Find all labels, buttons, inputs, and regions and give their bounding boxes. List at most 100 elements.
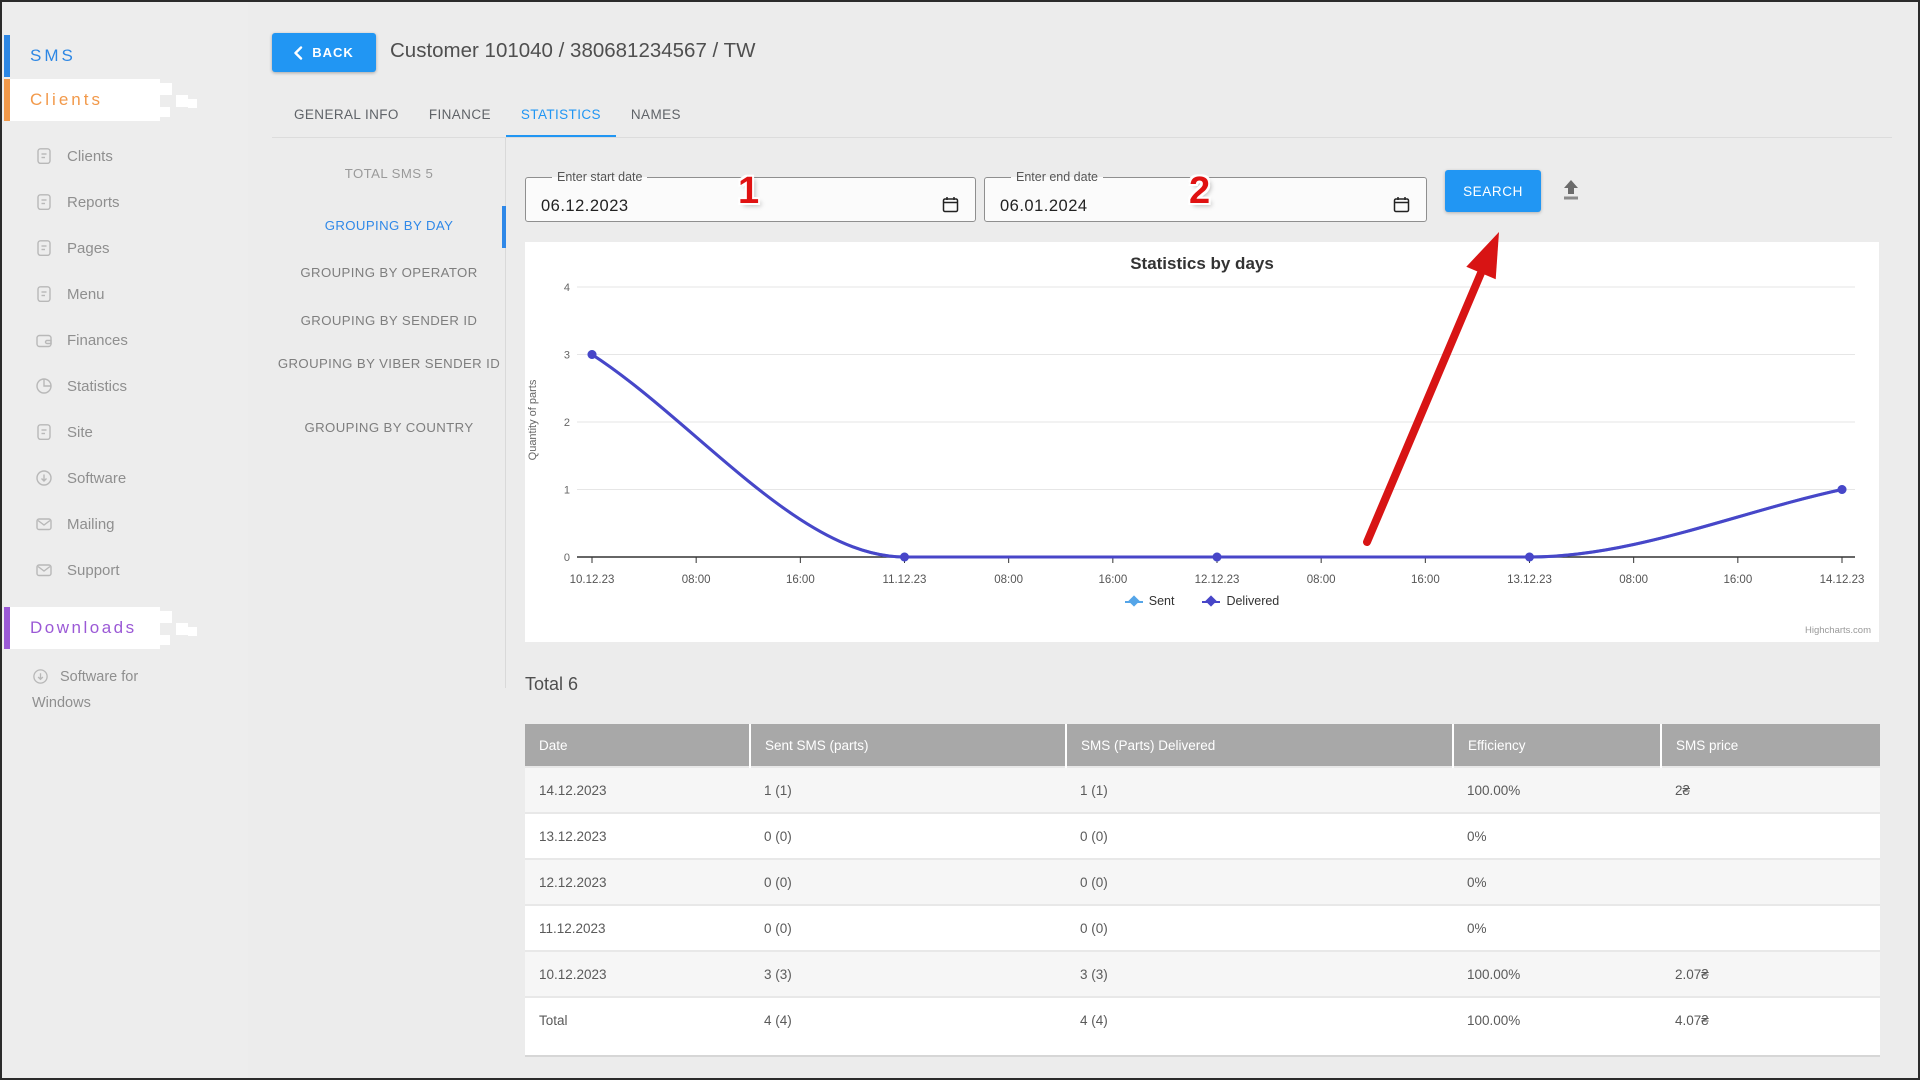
annotation-step-2: 2 <box>1189 170 1211 212</box>
tab-bar-divider <box>272 137 1892 138</box>
sidebar-item-label: Pages <box>67 239 110 257</box>
clients-accent-bar <box>4 79 10 121</box>
envelope-icon <box>36 518 52 531</box>
clients-highlight <box>10 79 160 121</box>
cell-date: 12.12.2023 <box>525 858 750 905</box>
cell-date: 14.12.2023 <box>525 766 750 813</box>
cell-delivered: 3 (3) <box>1066 950 1453 997</box>
tab-general-info[interactable]: GENERAL INFO <box>294 107 399 122</box>
column-header-delivered: SMS (Parts) Delivered <box>1066 724 1454 767</box>
wallet-icon <box>36 334 52 348</box>
sidebar-section-sms[interactable]: SMS <box>2 35 248 77</box>
start-date-value: 06.12.2023 <box>541 197 629 215</box>
end-date-input[interactable]: Enter end date 06.01.2024 <box>984 170 1427 222</box>
table-total-row: Total 4 (4) 4 (4) 100.00% 4.07₴ <box>525 996 1880 1042</box>
sidebar-item-label: Reports <box>67 193 120 211</box>
upload-icon[interactable] <box>1558 177 1584 203</box>
cell-delivered: 0 (0) <box>1066 858 1453 905</box>
sidebar-item-pages[interactable]: Pages <box>2 225 248 271</box>
svg-text:10.12.23: 10.12.23 <box>570 574 615 586</box>
sidebar-sms-label: SMS <box>30 46 76 65</box>
submenu-grouping-by-operator[interactable]: GROUPING BY OPERATOR <box>300 265 478 280</box>
svg-text:14.12.23: 14.12.23 <box>1820 574 1865 586</box>
legend-item-sent[interactable]: Sent <box>1124 594 1174 608</box>
sidebar-section-downloads[interactable]: Downloads <box>2 607 248 649</box>
tab-bar: GENERAL INFO FINANCE STATISTICS NAMES <box>279 94 696 138</box>
sidebar-item-site[interactable]: Site <box>2 409 248 455</box>
cell-price: 2.07₴ <box>1661 950 1880 997</box>
document-icon <box>37 194 51 210</box>
cell-date: 10.12.2023 <box>525 950 750 997</box>
cell-efficiency: 0% <box>1453 904 1661 951</box>
sidebar-item-clients[interactable]: Clients <box>2 133 248 179</box>
start-date-label: Enter start date <box>557 170 643 184</box>
calendar-icon[interactable] <box>1393 196 1410 213</box>
table-header-row: Date Sent SMS (parts) SMS (Parts) Delive… <box>525 724 1880 767</box>
column-header-efficiency: Efficiency <box>1453 724 1662 767</box>
submenu-total-sms: TOTAL SMS 5 <box>344 166 434 181</box>
svg-text:4: 4 <box>564 282 570 294</box>
sidebar-item-finances[interactable]: Finances <box>2 317 248 363</box>
data-point-marker[interactable] <box>900 552 909 562</box>
sidebar-item-mailing[interactable]: Mailing <box>2 501 248 547</box>
submenu-grouping-by-sender-id[interactable]: GROUPING BY SENDER ID <box>300 313 478 328</box>
document-icon <box>37 286 51 302</box>
sidebar-item-statistics[interactable]: Statistics <box>2 363 248 409</box>
table-row: 14.12.2023 1 (1) 1 (1) 100.00% 2₴ <box>525 766 1880 813</box>
tab-statistics[interactable]: STATISTICS <box>505 94 616 138</box>
cell-date: 13.12.2023 <box>525 812 750 859</box>
calendar-icon[interactable] <box>942 196 959 213</box>
cell-delivered: 0 (0) <box>1066 812 1453 859</box>
chart-plot: 0 1 2 3 4 10.12.23 08:00 16:00 11.12.23 08:00 16:0… <box>564 282 1865 586</box>
cell-price: 4.07₴ <box>1661 996 1880 1042</box>
sidebar-item-label: Clients <box>67 147 113 165</box>
data-point-marker[interactable] <box>1837 485 1847 494</box>
sidebar-item-label: Support <box>67 561 120 579</box>
document-icon <box>37 424 51 440</box>
cell-sent: 0 (0) <box>750 858 1066 905</box>
cell-date: Total <box>525 996 750 1042</box>
submenu-grouping-by-day[interactable]: GROUPING BY DAY <box>324 218 454 233</box>
cell-sent: 4 (4) <box>750 996 1066 1042</box>
highcharts-credits[interactable]: Highcharts.com <box>1805 625 1871 636</box>
end-date-label: Enter end date <box>1016 170 1099 184</box>
sidebar-item-support[interactable]: Support <box>2 547 248 593</box>
submenu-grouping-by-viber-sender-id[interactable]: GROUPING BY VIBER SENDER ID <box>277 356 501 371</box>
data-point-marker[interactable] <box>587 350 597 359</box>
svg-text:3: 3 <box>564 350 570 362</box>
sidebar-item-software[interactable]: Software <box>2 455 248 501</box>
sidebar-item-menu[interactable]: Menu <box>2 271 248 317</box>
start-date-input[interactable]: Enter start date 06.12.2023 <box>525 170 976 222</box>
sms-accent-bar <box>4 35 10 77</box>
pie-chart-icon <box>36 378 52 394</box>
tab-finance[interactable]: FINANCE <box>428 107 491 122</box>
cell-sent: 0 (0) <box>750 812 1066 859</box>
search-button[interactable]: SEARCH <box>1445 170 1541 212</box>
sidebar-section-clients[interactable]: Clients <box>2 79 248 121</box>
submenu-grouping-by-country[interactable]: GROUPING BY COUNTRY <box>304 420 474 435</box>
back-button[interactable]: BACK <box>272 33 376 72</box>
cell-price: 2₴ <box>1661 766 1880 813</box>
table-footer-strip <box>525 1035 1880 1057</box>
data-point-marker[interactable] <box>1525 552 1534 562</box>
sidebar-item-reports[interactable]: Reports <box>2 179 248 225</box>
sidebar-downloads-label: Downloads <box>30 618 137 637</box>
cell-delivered: 4 (4) <box>1066 996 1453 1042</box>
sidebar-item-software-for-windows[interactable]: Software for Windows <box>32 664 172 716</box>
sidebar-item-label: Site <box>67 423 93 441</box>
cell-delivered: 0 (0) <box>1066 904 1453 951</box>
document-icon <box>37 148 51 164</box>
svg-text:08:00: 08:00 <box>1307 574 1336 586</box>
cell-efficiency: 100.00% <box>1453 996 1661 1042</box>
end-date-value: 06.01.2024 <box>1000 197 1088 215</box>
chart-title: Statistics by days <box>1130 254 1274 273</box>
downloads-highlight <box>10 607 160 649</box>
tab-names[interactable]: NAMES <box>630 107 681 122</box>
chart-y-axis-label: Quantity of parts <box>527 379 539 461</box>
sent-series-marker-icon <box>1124 594 1143 607</box>
legend-item-delivered[interactable]: Delivered <box>1202 594 1279 608</box>
envelope-icon <box>36 564 52 577</box>
sidebar-item-label: Mailing <box>67 515 115 533</box>
data-point-marker[interactable] <box>1212 552 1222 562</box>
